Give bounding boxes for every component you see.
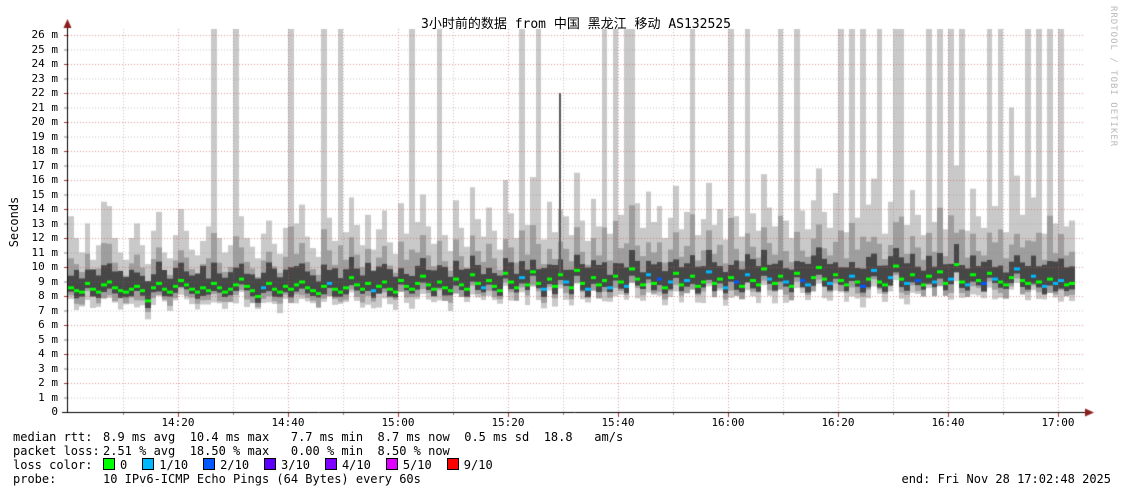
loss-color-swatches: 0 1/10 2/10 3/10 4/10 5/10 9/10: [103, 458, 508, 472]
y-tick-label: 12 m: [31, 231, 59, 244]
y-tick-label: 22 m: [31, 86, 59, 99]
y-tick-label: 5 m: [38, 332, 58, 346]
y-tick-label: 0: [51, 405, 58, 418]
loss-color-item: 4/10: [324, 458, 371, 472]
loss-color-value: 5/10: [402, 458, 432, 472]
y-tick-label: 26 m: [31, 28, 59, 41]
x-tick-label: 16:40: [931, 416, 965, 429]
legend: median rtt: 8.9 ms avg 10.4 ms max 7.7 ms…: [13, 430, 623, 486]
loss-color-swatch: [385, 458, 398, 470]
y-tick-label: 14 m: [31, 202, 59, 215]
loss-color-value: 1/10: [159, 458, 189, 472]
chart-title: 3小时前的数据 from 中国 黑龙江 移动 AS132525: [421, 17, 731, 32]
probe-value: 10 IPv6-ICMP Echo Pings (64 Bytes) every…: [103, 472, 421, 486]
loss-color-item: 1/10: [142, 458, 188, 472]
packet-loss-label: packet loss:: [13, 444, 100, 458]
loss-color-item: 5/10: [385, 458, 432, 472]
y-tick-label: 17 m: [31, 158, 59, 172]
loss-color-row: loss color: 0 1/10 2/10 3/10 4/10 5/10 9/10: [13, 458, 623, 472]
y-tick-label: 8 m: [38, 289, 58, 302]
y-tick-label: 13 m: [31, 216, 59, 230]
median-rtt-values: 8.9 ms avg 10.4 ms max 7.7 ms min 8.7 ms…: [103, 430, 624, 444]
y-tick-label: 4 m: [38, 347, 58, 360]
x-tick-label: 15:40: [601, 416, 635, 429]
loss-color-swatch: [264, 458, 277, 470]
loss-color-item: 3/10: [264, 458, 310, 472]
x-tick-label: 15:00: [381, 416, 415, 429]
end-timestamp: end: Fri Nov 28 17:02:48 2025: [901, 472, 1111, 486]
y-tick-label: 21 m: [31, 100, 59, 114]
y-tick-label: 20 m: [31, 115, 59, 128]
loss-color-item: 0: [103, 458, 127, 472]
y-tick-label: 23 m: [31, 71, 59, 85]
packet-loss-row: packet loss: 2.51 % avg 18.50 % max 0.00 …: [13, 444, 623, 458]
y-tick-label: 6 m: [38, 318, 58, 331]
y-tick-label: 9 m: [38, 274, 58, 288]
y-tick-label: 7 m: [38, 303, 58, 317]
loss-color-item: 2/10: [203, 458, 249, 472]
loss-color-value: 3/10: [281, 458, 310, 472]
loss-color-value: 2/10: [220, 458, 250, 472]
y-tick-label: 24 m: [31, 57, 59, 70]
y-tick-label: 15 m: [31, 187, 59, 201]
loss-color-value: 0: [120, 458, 128, 472]
median-rtt-row: median rtt: 8.9 ms avg 10.4 ms max 7.7 ms…: [13, 430, 623, 444]
x-tick-label: 16:00: [711, 416, 745, 429]
x-tick-label: 16:20: [821, 416, 855, 429]
y-tick-label: 19 m: [31, 129, 59, 143]
probe-row: probe: 10 IPv6-ICMP Echo Pings (64 Bytes)…: [13, 472, 623, 486]
loss-color-label: loss color:: [13, 458, 93, 472]
median-rtt-label: median rtt:: [13, 430, 93, 444]
y-tick-label: 18 m: [31, 144, 59, 157]
y-tick-label: 3 m: [38, 361, 58, 375]
loss-color-swatch: [142, 458, 155, 470]
loss-color-value: 4/10: [341, 458, 371, 472]
packet-loss-values: 2.51 % avg 18.50 % max 0.00 % min 8.50 %…: [103, 444, 450, 458]
rrdtool-watermark: RRDTOOL / TOBI OETIKER: [1108, 6, 1118, 148]
y-tick-label: 11 m: [31, 245, 59, 259]
loss-color-swatch: [203, 458, 216, 470]
y-tick-label: 2 m: [38, 376, 58, 389]
y-tick-label: 10 m: [31, 260, 59, 273]
x-tick-label: 14:40: [271, 416, 305, 429]
x-tick-label: 14:20: [161, 416, 195, 429]
y-tick-label: 1 m: [38, 390, 58, 404]
y-tick-label: 25 m: [31, 42, 59, 56]
loss-color-swatch: [446, 458, 459, 470]
loss-color-swatch: [103, 458, 115, 470]
loss-color-value: 9/10: [463, 458, 493, 472]
x-tick-label: 15:20: [491, 416, 525, 429]
loss-color-item: 9/10: [446, 458, 493, 472]
y-tick-label: 16 m: [31, 173, 59, 186]
probe-label: probe:: [13, 472, 57, 486]
loss-color-swatch: [324, 458, 337, 470]
x-tick-label: 17:00: [1041, 416, 1075, 429]
